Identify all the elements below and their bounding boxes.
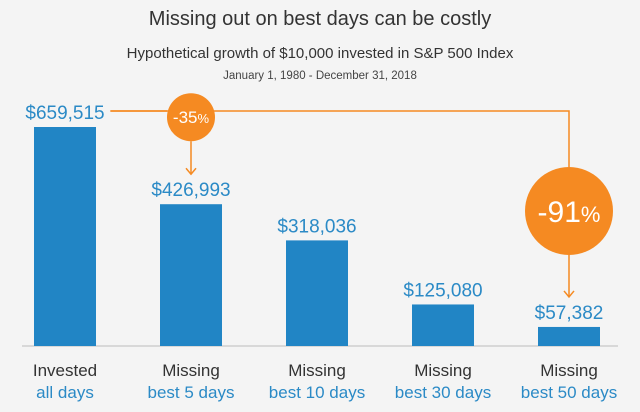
category-label-3: Missing (414, 361, 472, 380)
category-sublabel-0: all days (36, 383, 94, 402)
badges-layer: -35% -91% (167, 93, 613, 255)
category-sublabel-2: best 10 days (269, 383, 365, 402)
bar-0 (34, 127, 96, 346)
value-label-0: $659,515 (25, 103, 104, 124)
date-range: January 1, 1980 - December 31, 2018 (223, 70, 417, 82)
value-label-3: $125,080 (403, 280, 482, 301)
category-label-4: Missing (540, 361, 598, 380)
category-sublabel-4: best 50 days (521, 383, 617, 402)
connectors-layer (110, 110, 575, 299)
bar-2 (286, 240, 348, 346)
arrowhead-1 (563, 290, 575, 299)
bar-1 (160, 204, 222, 346)
category-label-0: Invested (33, 361, 97, 380)
pct-badge-1 (525, 167, 613, 255)
bars-layer (34, 127, 600, 346)
bar-4 (538, 326, 600, 346)
category-label-1: Missing (162, 361, 220, 380)
category-label-2: Missing (288, 361, 346, 380)
chart-subtitle: Hypothetical growth of $10,000 invested … (127, 45, 514, 62)
pct-badge-0 (167, 93, 215, 142)
value-label-2: $318,036 (277, 216, 356, 237)
connector-line-1 (110, 110, 570, 167)
chart-title: Missing out on best days can be costly (149, 8, 491, 30)
category-sublabel-1: best 5 days (148, 383, 235, 402)
pct-badge-label-1: -91% (538, 196, 601, 229)
value-label-4: $57,382 (535, 303, 604, 324)
bar-3 (412, 304, 474, 346)
pct-badge-label-0: -35% (173, 108, 210, 127)
arrowhead-0 (185, 167, 197, 176)
value-label-1: $426,993 (151, 180, 230, 201)
category-sublabel-3: best 30 days (395, 383, 491, 402)
labels-layer: $659,515 Invested all days $426,993 Missing b… (25, 103, 617, 402)
